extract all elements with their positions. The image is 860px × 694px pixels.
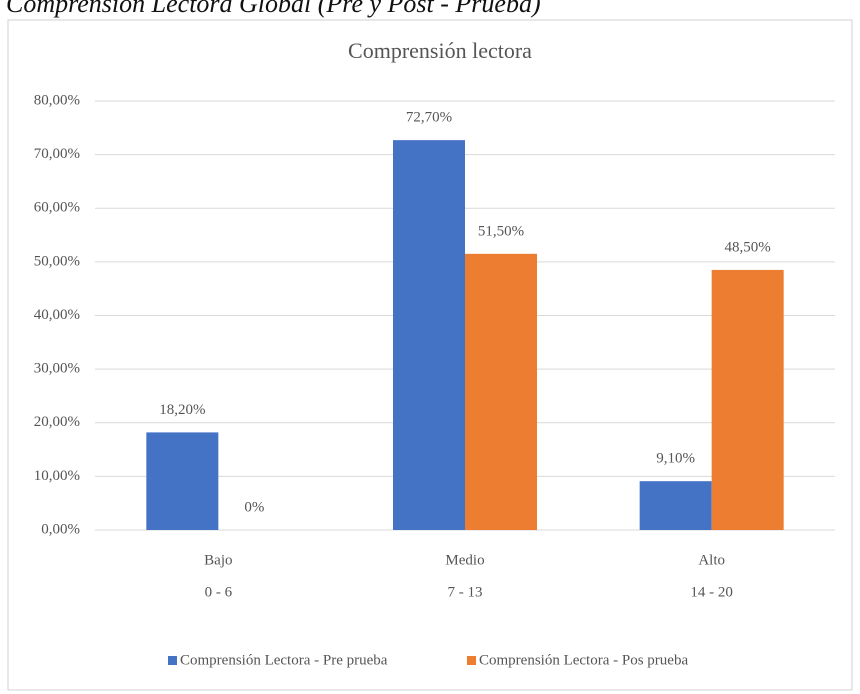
data-label: 72,70%	[406, 110, 452, 126]
y-tick-label: 20,00%	[34, 414, 80, 430]
bar	[393, 140, 465, 531]
x-tick-label: 14 - 20	[690, 584, 733, 600]
bar	[639, 481, 712, 530]
bar	[465, 253, 537, 531]
y-tick-label: 60,00%	[34, 200, 80, 216]
y-tick-label: 80,00%	[34, 92, 80, 108]
y-tick-label: 10,00%	[34, 468, 80, 484]
x-tick-label: 0 - 6	[205, 584, 233, 600]
data-label: 9,10%	[656, 451, 695, 467]
y-tick-label: 30,00%	[34, 361, 80, 377]
x-tick-label: 7 - 13	[448, 584, 483, 600]
x-tick-label: Alto	[698, 552, 725, 568]
y-tick-label: 40,00%	[34, 307, 80, 323]
legend-label: Comprensión Lectora - Pre prueba	[180, 652, 388, 668]
x-tick-label: Medio	[445, 552, 484, 568]
chart-title: Comprensión lectora	[348, 38, 532, 63]
y-tick-label: 70,00%	[34, 146, 80, 162]
x-tick-label: Bajo	[204, 552, 232, 568]
data-label: 0%	[244, 499, 264, 515]
data-label: 48,50%	[725, 239, 771, 255]
y-tick-label: 0,00%	[41, 521, 80, 537]
bar	[711, 269, 784, 530]
legend-swatch	[467, 656, 476, 665]
bar	[146, 432, 219, 530]
data-label: 18,20%	[159, 402, 205, 418]
caption: Comprensión Lectora Global (Pre y Post -…	[6, 0, 541, 18]
legend-label: Comprensión Lectora - Pos prueba	[479, 652, 688, 668]
legend-swatch	[168, 656, 177, 665]
y-tick-label: 50,00%	[34, 253, 80, 269]
data-label: 51,50%	[478, 223, 524, 239]
